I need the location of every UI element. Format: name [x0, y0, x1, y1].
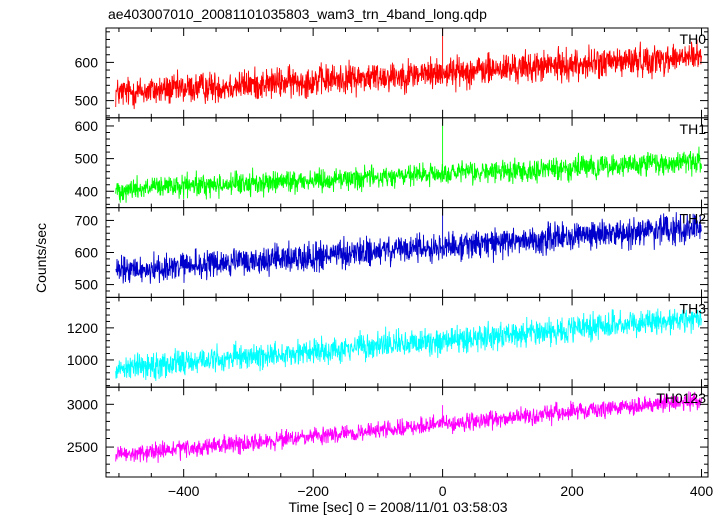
- panels: 500 600 TH0 400 500 600 TH1 500 600 700 TH2 1000 120…: [67, 27, 709, 478]
- x-tick-label: 200: [560, 483, 584, 499]
- panel-label-th0: TH0: [680, 31, 707, 47]
- x-tick-label: 400: [690, 483, 714, 499]
- series-line-th1: [115, 119, 702, 203]
- series-line-th2: [115, 207, 702, 284]
- y-axis-title: Counts/sec: [33, 223, 49, 293]
- y-tick-label: 1000: [67, 352, 98, 368]
- chart-title: ae403007010_20081101035803_wam3_trn_4ban…: [108, 6, 487, 22]
- x-tick-label: 0: [439, 483, 447, 499]
- y-tick-label: 700: [75, 212, 99, 228]
- panel-th0: 500 600 TH0: [75, 27, 709, 119]
- panel-label-th0123: TH0123: [656, 390, 706, 406]
- panel-frame: [105, 27, 709, 119]
- series-line-th0123: [115, 391, 702, 463]
- panel-th3: 1000 1200 TH3: [67, 296, 709, 388]
- y-tick-label: 2500: [67, 439, 98, 455]
- series-line-th0: [115, 28, 702, 110]
- x-axis-title: Time [sec] 0 = 2008/11/01 03:58:03: [288, 499, 507, 515]
- x-tick-label: −400: [168, 483, 200, 499]
- x-tick-label: −200: [297, 483, 329, 499]
- panel-label-th3: TH3: [680, 300, 707, 316]
- y-tick-label: 1200: [67, 320, 98, 336]
- panel-th2: 500 600 700 TH2: [75, 207, 709, 298]
- series-line-th3: [115, 308, 702, 381]
- panel-label-th2: TH2: [680, 211, 707, 227]
- y-tick-label: 500: [75, 93, 99, 109]
- x-tick-labels: −400 −200 0 200 400: [168, 483, 714, 499]
- panel-frame: [105, 386, 709, 478]
- panel-th0123: 2500 3000 TH0123: [67, 386, 709, 478]
- y-tick-label: 500: [75, 277, 99, 293]
- y-tick-label: 600: [75, 245, 99, 261]
- y-tick-label: 3000: [67, 396, 98, 412]
- panel-frame: [105, 117, 709, 209]
- y-tick-label: 500: [75, 151, 99, 167]
- y-tick-label: 600: [75, 54, 99, 70]
- panel-label-th1: TH1: [680, 121, 707, 137]
- y-tick-label: 400: [75, 183, 99, 199]
- y-tick-label: 600: [75, 118, 99, 134]
- panel-th1: 400 500 600 TH1: [75, 117, 709, 209]
